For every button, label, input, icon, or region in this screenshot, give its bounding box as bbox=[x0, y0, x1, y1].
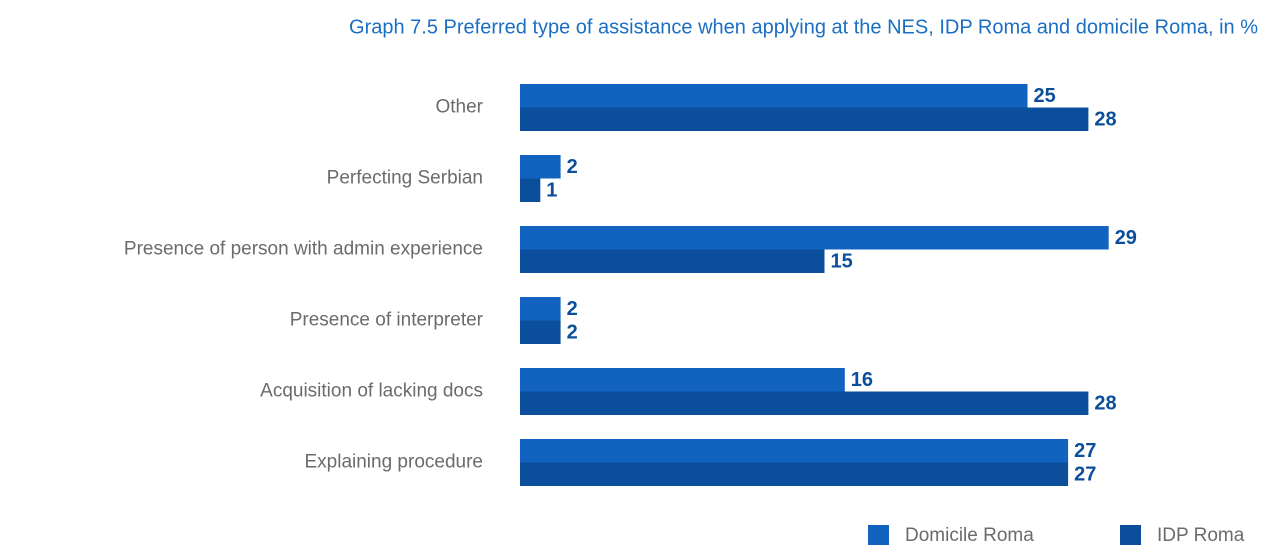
bar bbox=[520, 391, 1089, 415]
bar bbox=[520, 320, 561, 344]
bar bbox=[520, 178, 541, 202]
value-label: 2 bbox=[567, 322, 578, 344]
value-label: 28 bbox=[1094, 109, 1116, 131]
value-label: 2 bbox=[567, 298, 578, 320]
category-label: Presence of interpreter bbox=[290, 310, 484, 331]
value-label: 27 bbox=[1074, 440, 1096, 462]
value-label: 2 bbox=[567, 156, 578, 178]
value-label: 29 bbox=[1115, 227, 1137, 249]
bar bbox=[520, 107, 1089, 131]
category-label: Presence of person with admin experience bbox=[124, 239, 483, 260]
chart-title: Graph 7.5 Preferred type of assistance w… bbox=[349, 16, 1258, 38]
bar bbox=[520, 439, 1069, 463]
category-label: Other bbox=[435, 97, 483, 118]
value-label: 15 bbox=[831, 251, 853, 273]
legend-label: IDP Roma bbox=[1157, 525, 1245, 545]
category-label: Explaining procedure bbox=[304, 452, 483, 473]
legend-swatch bbox=[1120, 525, 1141, 545]
value-label: 1 bbox=[546, 180, 557, 202]
legend-swatch bbox=[868, 525, 889, 545]
bar bbox=[520, 84, 1028, 108]
bar bbox=[520, 368, 845, 392]
bar bbox=[520, 297, 561, 321]
bar bbox=[520, 155, 561, 179]
value-label: 28 bbox=[1094, 393, 1116, 415]
category-label: Perfecting Serbian bbox=[327, 168, 483, 189]
value-label: 16 bbox=[851, 369, 873, 391]
legend-label: Domicile Roma bbox=[905, 525, 1034, 545]
value-label: 25 bbox=[1034, 85, 1056, 107]
bar bbox=[520, 226, 1109, 250]
bar bbox=[520, 462, 1069, 486]
value-label: 27 bbox=[1074, 464, 1096, 486]
category-label: Acquisition of lacking docs bbox=[260, 381, 483, 402]
bar bbox=[520, 249, 825, 273]
